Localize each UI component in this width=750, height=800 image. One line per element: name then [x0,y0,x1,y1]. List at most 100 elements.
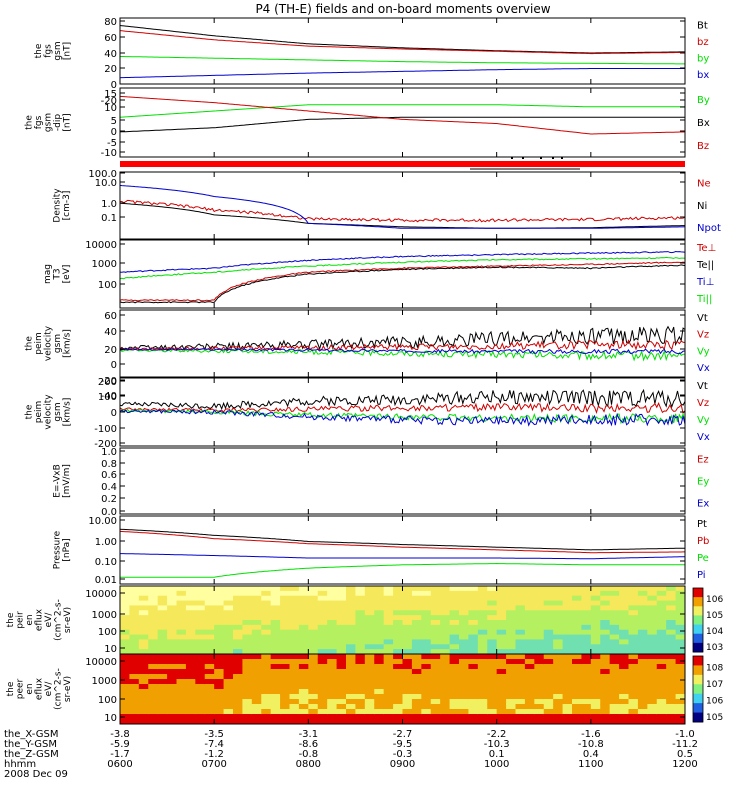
heatmap-cell [562,595,573,602]
heatmap-cell [185,659,196,665]
heatmap-cell [120,605,131,611]
heatmap-cell [430,586,441,592]
heatmap-cell [185,586,196,592]
heatmap-cell [600,615,611,621]
heatmap-cell [402,590,413,597]
heatmap-cell [129,669,140,675]
heatmap-cell [261,709,272,715]
heatmap-cell [346,639,357,645]
heatmap-cell [308,694,319,700]
heatmap-cell [553,629,564,636]
colorbar-segment [693,674,703,685]
heatmap-cell [261,684,272,690]
y-axis-label-line: gsm [44,113,54,132]
heatmap-cell [543,605,554,611]
heatmap-cell [393,704,404,710]
heatmap-cell [167,610,178,616]
heatmap-cell [496,689,507,695]
heatmap-cell [355,615,366,621]
heatmap-cell [459,610,470,616]
heatmap-cell [562,629,573,636]
heatmap-cell [411,605,422,611]
heatmap-cell [600,684,611,690]
heatmap-cell [590,694,601,700]
heatmap-cell [327,615,338,621]
heatmap-cell [308,624,319,631]
heatmap-cell [543,654,554,660]
heatmap-cell [242,600,253,607]
heatmap-cell [298,664,309,670]
heatmap-cell [590,664,601,670]
heatmap-cell [534,679,545,685]
heatmap-cell [148,679,159,685]
heatmap-cell [233,600,244,607]
heatmap-cell [157,634,168,641]
y-axis-label: the peer en eflux eV/(cm^2-s-sr-eV) [6,668,73,710]
heatmap-cell [298,610,309,616]
heatmap-cell [346,654,357,660]
heatmap-cell [647,654,658,660]
heatmap-cell [308,605,319,611]
heatmap-cell [280,719,291,724]
heatmap-cell [251,664,262,670]
heatmap-cell [430,624,441,631]
heatmap-cell [675,679,685,685]
heatmap-cell [223,586,234,592]
heatmap-cell [167,629,178,636]
heatmap-cell [261,669,272,675]
heatmap-cell [619,610,630,616]
heatmap-cell [581,586,592,592]
heatmap-cell [204,679,215,685]
heatmap-cell [289,714,300,720]
heatmap-cell [468,719,479,724]
heatmap-cell [581,629,592,636]
heatmap-cell [590,605,601,611]
heatmap-cell [562,704,573,710]
heatmap-cell [459,714,470,720]
heatmap-cell [402,624,413,631]
heatmap-cell [251,629,262,636]
heatmap-cell [364,679,375,685]
heatmap-cell [647,674,658,680]
heatmap-cell [327,664,338,670]
heatmap-cell [506,669,517,675]
heatmap-cell [496,679,507,685]
heatmap-cell [280,689,291,695]
heatmap-cell [496,709,507,715]
heatmap-cell [666,615,677,621]
heatmap-cell [600,600,611,607]
heatmap-cell [167,664,178,670]
heatmap-cell [167,639,178,645]
legend-Pb: Pb [697,536,709,547]
heatmap-cell [572,595,583,602]
heatmap-cell [675,694,685,700]
heatmap-cell [327,679,338,685]
heatmap-cell [468,620,479,626]
heatmap-cell [176,595,187,602]
heatmap-cell [214,586,225,592]
heatmap-cell [167,714,178,720]
heatmap-cell [251,654,262,660]
heatmap-cell [449,679,460,685]
heatmap-cell [468,699,479,705]
heatmap-cell [543,624,554,631]
heatmap-cell [157,590,168,597]
heatmap-cell [346,709,357,715]
heatmap-cell [346,644,357,650]
heatmap-cell [487,664,498,670]
y-axis-label: the fgs gsm -dip [nT] [25,113,73,132]
heatmap-cell [261,620,272,626]
heatmap-cell [468,600,479,607]
y-axis-label-line: gsm [53,334,63,353]
heatmap-cell [336,674,347,680]
heatmap-cell [336,615,347,621]
heatmap-cell [129,659,140,665]
heatmap-cell [346,699,357,705]
heatmap-cell [656,586,667,592]
heatmap-cell [129,610,140,616]
heatmap-cell [440,649,451,654]
heatmap-cell [120,679,131,685]
heatmap-cell [637,644,648,650]
heatmap-cell [393,699,404,705]
heatmap-cell [553,590,564,597]
